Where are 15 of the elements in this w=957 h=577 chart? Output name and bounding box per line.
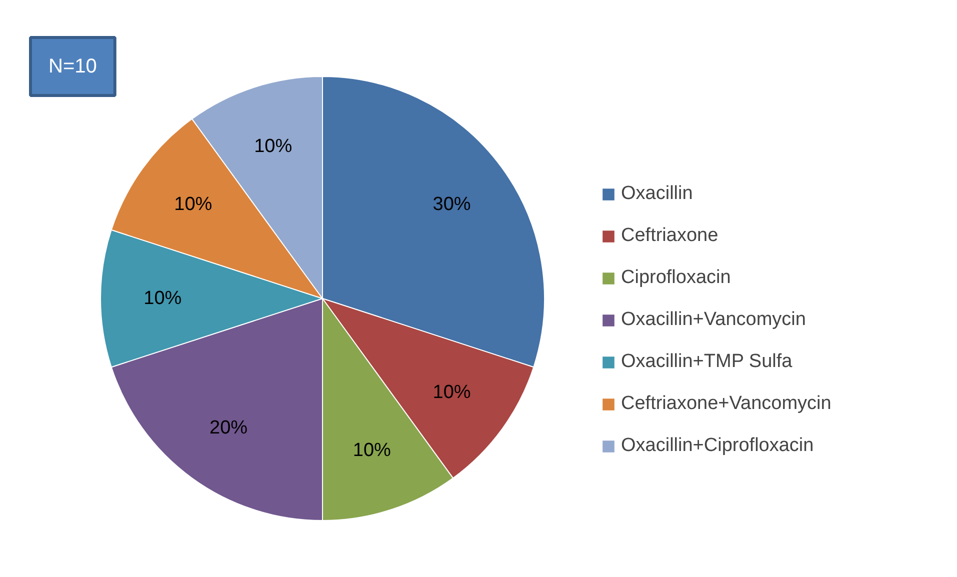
legend-label: Oxacillin bbox=[621, 183, 693, 205]
data-label: 30% bbox=[432, 194, 471, 216]
data-label: 10% bbox=[352, 440, 392, 462]
legend-label: Oxacillin+TMP Sulfa bbox=[621, 351, 792, 373]
legend-label: Oxacillin+Vancomycin bbox=[621, 309, 806, 331]
legend-label: Ciprofloxacin bbox=[621, 267, 731, 289]
legend-label: Oxacillin+Ciprofloxacin bbox=[621, 435, 814, 457]
data-label: 10% bbox=[174, 194, 212, 216]
data-label: 10% bbox=[144, 288, 182, 309]
text: N=10 bbox=[48, 56, 97, 78]
legend-label: Ceftriaxone bbox=[621, 225, 718, 247]
legend-label: Ceftriaxone+Vancomycin bbox=[621, 393, 832, 415]
data-label: 20% bbox=[210, 417, 248, 438]
data-label: 10% bbox=[432, 382, 471, 403]
data-label: 10% bbox=[254, 136, 292, 157]
